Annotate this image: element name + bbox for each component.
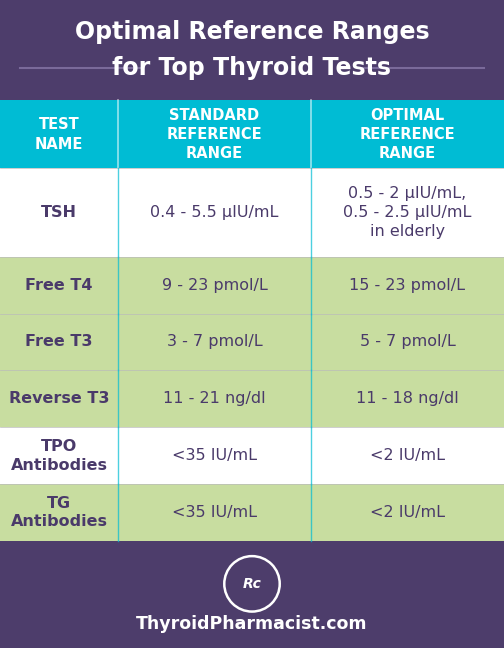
Text: Reverse T3: Reverse T3: [9, 391, 109, 406]
Text: Rc: Rc: [242, 577, 262, 591]
Text: 3 - 7 pmol/L: 3 - 7 pmol/L: [167, 334, 262, 349]
Text: Free T3: Free T3: [25, 334, 93, 349]
Text: 15 - 23 pmol/L: 15 - 23 pmol/L: [349, 277, 466, 293]
Bar: [0, 257, 504, 314]
Text: TG
Antibodies: TG Antibodies: [11, 496, 107, 529]
Text: TEST
NAME: TEST NAME: [35, 117, 83, 152]
Bar: [0, 541, 504, 648]
Text: <2 IU/mL: <2 IU/mL: [370, 448, 445, 463]
Bar: [0, 100, 504, 168]
Text: 11 - 21 ng/dl: 11 - 21 ng/dl: [163, 391, 266, 406]
Text: TSH: TSH: [41, 205, 77, 220]
Text: 0.4 - 5.5 μIU/mL: 0.4 - 5.5 μIU/mL: [150, 205, 279, 220]
Text: Free T4: Free T4: [25, 277, 93, 293]
Text: OPTIMAL
REFERENCE
RANGE: OPTIMAL REFERENCE RANGE: [360, 108, 455, 161]
Text: 11 - 18 ng/dl: 11 - 18 ng/dl: [356, 391, 459, 406]
Text: TPO
Antibodies: TPO Antibodies: [11, 439, 107, 472]
Text: <35 IU/mL: <35 IU/mL: [172, 448, 257, 463]
Text: STANDARD
REFERENCE
RANGE: STANDARD REFERENCE RANGE: [167, 108, 262, 161]
Text: <35 IU/mL: <35 IU/mL: [172, 505, 257, 520]
Text: 0.5 - 2 μIU/mL,
0.5 - 2.5 μIU/mL
in elderly: 0.5 - 2 μIU/mL, 0.5 - 2.5 μIU/mL in elde…: [343, 187, 472, 238]
Text: for Top Thyroid Tests: for Top Thyroid Tests: [112, 56, 392, 80]
Text: Optimal Reference Ranges: Optimal Reference Ranges: [75, 20, 429, 44]
Bar: [0, 314, 504, 371]
Text: 5 - 7 pmol/L: 5 - 7 pmol/L: [360, 334, 455, 349]
Bar: [0, 168, 504, 257]
Bar: [0, 484, 504, 541]
Bar: [0, 427, 504, 484]
Text: 9 - 23 pmol/L: 9 - 23 pmol/L: [162, 277, 267, 293]
Bar: [0, 0, 504, 100]
Bar: [0, 371, 504, 427]
Text: ThyroidPharmacist.com: ThyroidPharmacist.com: [136, 616, 368, 634]
Text: <2 IU/mL: <2 IU/mL: [370, 505, 445, 520]
